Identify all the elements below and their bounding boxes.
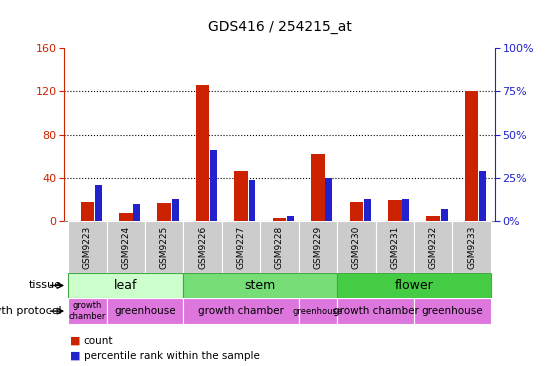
Text: count: count bbox=[84, 336, 113, 346]
Bar bbox=[337, 273, 491, 298]
Bar bbox=[260, 221, 299, 273]
Text: flower: flower bbox=[395, 279, 433, 292]
Text: GSM9233: GSM9233 bbox=[467, 225, 476, 269]
Bar bbox=[68, 273, 183, 298]
Text: GSM9223: GSM9223 bbox=[83, 225, 92, 269]
Bar bbox=[349, 202, 363, 221]
Text: growth
chamber: growth chamber bbox=[69, 301, 106, 321]
Bar bbox=[172, 199, 179, 221]
Bar bbox=[311, 154, 325, 221]
Text: percentile rank within the sample: percentile rank within the sample bbox=[84, 351, 260, 361]
Bar bbox=[234, 171, 248, 221]
Bar bbox=[465, 91, 479, 221]
Text: GSM9224: GSM9224 bbox=[121, 225, 130, 269]
Text: ■: ■ bbox=[70, 336, 80, 346]
Bar bbox=[325, 178, 333, 221]
Bar bbox=[376, 221, 414, 273]
Bar bbox=[158, 203, 171, 221]
Text: GSM9229: GSM9229 bbox=[314, 225, 323, 269]
Bar bbox=[479, 171, 486, 221]
Text: GSM9228: GSM9228 bbox=[275, 225, 284, 269]
Bar bbox=[414, 298, 491, 324]
Text: GSM9231: GSM9231 bbox=[390, 225, 399, 269]
Text: greenhouse: greenhouse bbox=[114, 306, 176, 316]
Text: GDS416 / 254215_at: GDS416 / 254215_at bbox=[207, 20, 352, 34]
Bar bbox=[183, 273, 337, 298]
Text: ■: ■ bbox=[70, 351, 80, 361]
Bar bbox=[440, 209, 448, 221]
Bar bbox=[222, 221, 260, 273]
Text: GSM9225: GSM9225 bbox=[160, 225, 169, 269]
Text: growth chamber: growth chamber bbox=[333, 306, 419, 316]
Bar bbox=[107, 221, 145, 273]
Bar bbox=[183, 298, 299, 324]
Bar bbox=[68, 298, 107, 324]
Bar bbox=[107, 298, 183, 324]
Bar bbox=[452, 221, 491, 273]
Bar bbox=[287, 216, 294, 221]
Bar bbox=[337, 298, 414, 324]
Text: GSM9230: GSM9230 bbox=[352, 225, 361, 269]
Bar bbox=[183, 221, 222, 273]
Bar bbox=[249, 180, 255, 221]
Text: tissue: tissue bbox=[29, 280, 61, 291]
Bar bbox=[299, 298, 337, 324]
Bar bbox=[145, 221, 183, 273]
Bar bbox=[273, 218, 286, 221]
Text: greenhouse: greenhouse bbox=[293, 307, 343, 315]
Bar bbox=[119, 213, 132, 221]
Text: stem: stem bbox=[245, 279, 276, 292]
Bar bbox=[133, 204, 140, 221]
Bar bbox=[299, 221, 337, 273]
Bar bbox=[80, 202, 94, 221]
Text: leaf: leaf bbox=[114, 279, 138, 292]
Text: growth chamber: growth chamber bbox=[198, 306, 284, 316]
Bar bbox=[402, 199, 409, 221]
Text: GSM9227: GSM9227 bbox=[236, 225, 245, 269]
Bar bbox=[196, 85, 210, 221]
Bar bbox=[427, 216, 440, 221]
Bar bbox=[95, 185, 102, 221]
Bar bbox=[337, 221, 376, 273]
Text: GSM9226: GSM9226 bbox=[198, 225, 207, 269]
Text: growth protocol: growth protocol bbox=[0, 306, 61, 316]
Text: greenhouse: greenhouse bbox=[421, 306, 483, 316]
Bar bbox=[68, 221, 107, 273]
Bar bbox=[388, 200, 401, 221]
Bar bbox=[364, 199, 371, 221]
Text: GSM9232: GSM9232 bbox=[429, 225, 438, 269]
Bar bbox=[414, 221, 452, 273]
Bar bbox=[210, 150, 217, 221]
